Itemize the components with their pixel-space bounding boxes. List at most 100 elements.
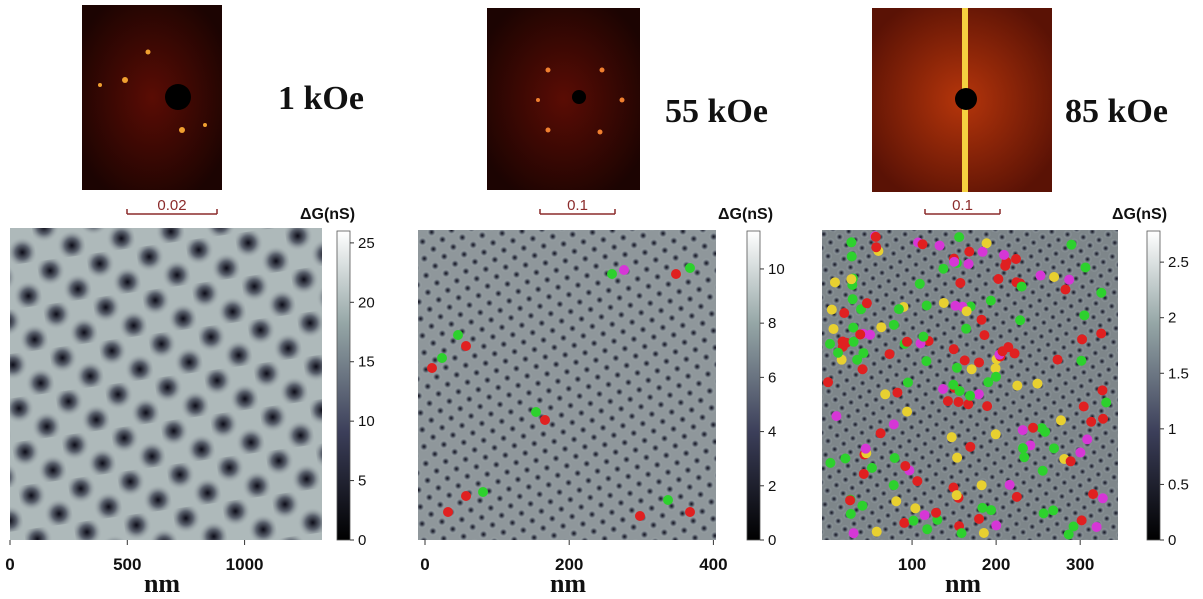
defect-marker <box>871 242 881 252</box>
defect-marker <box>865 330 875 340</box>
defect-marker <box>982 238 992 248</box>
defect-marker <box>1032 379 1042 389</box>
defect-marker <box>955 386 965 396</box>
defect-marker <box>825 458 835 468</box>
defect-marker <box>952 490 962 500</box>
colorbar-tick-label: 2 <box>1168 310 1176 327</box>
defect-marker <box>1079 310 1089 320</box>
x-tick-label: 0 <box>420 555 429 574</box>
defect-marker <box>1060 285 1070 295</box>
defect-marker <box>1028 423 1038 433</box>
scale-bar-label: 0.02 <box>157 197 186 214</box>
defect-marker <box>1049 272 1059 282</box>
defect-marker <box>952 453 962 463</box>
vortex-map <box>822 230 1118 540</box>
x-tick-label: 400 <box>699 555 727 574</box>
defect-marker <box>855 329 865 339</box>
defect-marker <box>1037 423 1047 433</box>
defect-marker <box>1079 402 1089 412</box>
defect-marker <box>1053 355 1063 365</box>
defect-marker <box>876 322 886 332</box>
defect-marker <box>991 429 1001 439</box>
defect-marker <box>1064 275 1074 285</box>
defect-marker <box>890 453 900 463</box>
defect-marker <box>852 355 862 365</box>
defect-marker <box>922 524 932 534</box>
defect-marker <box>1018 443 1028 453</box>
defect-marker <box>861 444 871 454</box>
defect-marker <box>991 372 1001 382</box>
defect-marker <box>962 306 972 316</box>
defect-marker <box>889 419 899 429</box>
defect-marker <box>964 259 974 269</box>
defect-marker <box>846 274 856 284</box>
scale-bar-label: 0.1 <box>952 197 973 214</box>
defect-marker <box>894 304 904 314</box>
defect-marker <box>918 332 928 342</box>
defect-marker <box>1096 288 1106 298</box>
defect-marker <box>838 337 848 347</box>
defect-marker <box>1080 262 1090 272</box>
defect-marker <box>949 344 959 354</box>
x-axis-label: nm <box>550 569 586 598</box>
defect-marker <box>1017 282 1027 292</box>
defect-marker <box>977 315 987 325</box>
defect-marker <box>978 247 988 257</box>
colorbar <box>1147 231 1160 540</box>
defect-marker <box>954 232 964 242</box>
defect-marker <box>858 364 868 374</box>
defect-marker <box>848 294 858 304</box>
defect-marker <box>1036 271 1046 281</box>
defect-marker <box>1015 315 1025 325</box>
defect-marker <box>931 508 941 518</box>
defect-marker <box>867 463 877 473</box>
defect-marker <box>891 496 901 506</box>
defect-marker <box>974 357 984 367</box>
fft-center <box>955 88 977 110</box>
defect-marker <box>831 411 841 421</box>
defect-marker <box>857 501 867 511</box>
defect-marker <box>1019 452 1029 462</box>
defect-marker <box>899 518 909 528</box>
defect-marker <box>1086 417 1096 427</box>
defect-marker <box>1038 466 1048 476</box>
colorbar-tick-label: 4 <box>768 424 776 441</box>
defect-marker <box>892 388 902 398</box>
defect-marker <box>833 348 843 358</box>
defect-marker <box>903 377 913 387</box>
colorbar-tick-label: 25 <box>358 235 375 252</box>
defect-marker <box>845 495 855 505</box>
defect-marker <box>1064 529 1074 539</box>
defect-marker <box>847 252 857 262</box>
defect-marker <box>1056 415 1066 425</box>
defect-marker <box>977 503 987 513</box>
defect-marker <box>938 384 948 394</box>
fft-image <box>487 8 640 190</box>
defect-marker <box>974 514 984 524</box>
defect-marker <box>1012 381 1022 391</box>
defect-marker <box>885 349 895 359</box>
vortex-map <box>10 228 322 540</box>
colorbar-tick-label: 10 <box>358 413 375 430</box>
x-tick-label: 200 <box>982 555 1010 574</box>
defect-marker <box>964 247 974 257</box>
x-tick-label: 300 <box>1066 555 1094 574</box>
defect-marker <box>965 391 975 401</box>
defect-marker <box>846 237 856 247</box>
fft-center <box>572 90 586 104</box>
defect-marker <box>922 301 932 311</box>
defect-marker <box>908 516 918 526</box>
defect-marker <box>915 279 925 289</box>
defect-marker <box>889 480 899 490</box>
defect-marker <box>967 364 977 374</box>
defect-marker <box>939 298 949 308</box>
colorbar-tick-label: 8 <box>768 315 776 332</box>
defect-marker <box>955 278 965 288</box>
defect-marker <box>1101 397 1111 407</box>
defect-marker <box>849 528 859 538</box>
defect-marker <box>1075 448 1085 458</box>
defect-marker <box>1077 515 1087 525</box>
x-tick-label: 1000 <box>226 555 264 574</box>
defect-marker <box>880 389 890 399</box>
defect-marker <box>1088 489 1098 499</box>
